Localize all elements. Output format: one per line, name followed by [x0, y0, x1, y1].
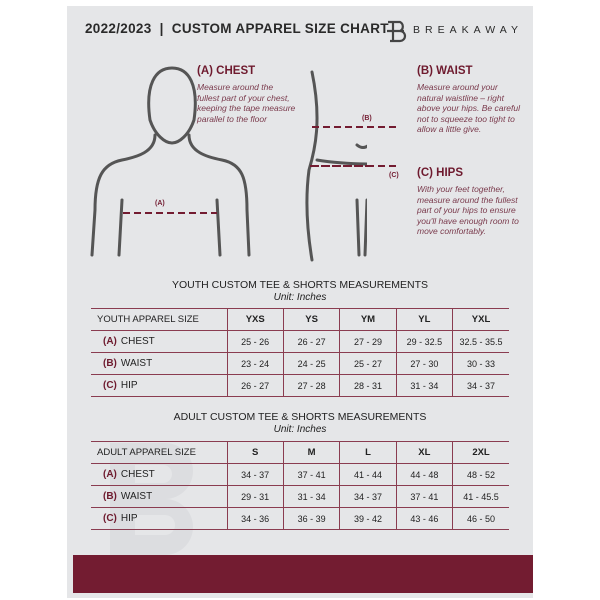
cell: 34 - 37	[227, 463, 284, 486]
table-row: (C) HIP 26 - 27 27 - 28 28 - 31 31 - 34 34 - 3…	[91, 374, 509, 397]
waist-heading: (B) WAIST	[417, 65, 473, 77]
header-cell: ADULT APPAREL SIZE	[91, 441, 228, 464]
body-figure-illustration	[90, 66, 367, 262]
chest-heading: (A) CHEST	[197, 65, 256, 77]
youth-size-table: YOUTH APPAREL SIZE YXS YS YM YL YXL (A) C…	[91, 308, 509, 397]
brand-name: BREAKAWAY	[413, 24, 523, 36]
row-label: (C) HIP	[91, 374, 228, 397]
adult-section-title: ADULT CUSTOM TEE & SHORTS MEASUREMENTS	[173, 411, 427, 423]
cell: 26 - 27	[283, 330, 341, 353]
row-name: WAIST	[120, 491, 153, 502]
header-cell: S	[227, 441, 284, 464]
row-label: (A) CHEST	[91, 330, 228, 353]
adult-unit: Unit: Inches	[273, 424, 327, 435]
row-name: CHEST	[120, 469, 155, 480]
header-cell: YXL	[471, 314, 491, 325]
header-cell: YM	[339, 308, 397, 331]
row-name: HIP	[120, 380, 138, 391]
row-letter: (C)	[103, 513, 117, 524]
cell: 24 - 25	[283, 352, 341, 375]
table-row: (B) WAIST 23 - 24 24 - 25 25 - 27 27 - 30 30 -…	[91, 352, 509, 375]
hips-description: With your feet together, measure around …	[417, 184, 519, 236]
cell: 37 - 41	[396, 485, 454, 508]
header-cell: L	[339, 441, 397, 464]
cell: 25 - 27	[339, 352, 397, 375]
row-label: (A) CHEST	[91, 463, 228, 486]
row-label: (B) WAIST	[91, 352, 228, 375]
cell: 31 - 34	[396, 374, 454, 397]
table-header-row: YOUTH APPAREL SIZE YXS YS YM YL YXL	[91, 308, 509, 331]
table-row: (A) CHEST 34 - 37 37 - 41 41 - 44 44 - 48 48 -…	[91, 463, 509, 486]
row-letter: (B)	[103, 358, 117, 369]
table-row: (B) WAIST 29 - 31 31 - 34 34 - 37 37 - 41 41 -…	[91, 485, 509, 508]
table-row: (A) CHEST 25 - 26 26 - 27 27 - 29 29 - 32.5 32…	[91, 330, 509, 353]
cell: 29 - 31	[227, 485, 284, 508]
header-cell: 2XL	[472, 447, 490, 458]
cell: 48 - 52	[467, 469, 496, 480]
chest-marker: (A)	[155, 200, 165, 207]
adult-size-table: ADULT APPAREL SIZE S M L XL 2XL (A) CHEST…	[91, 441, 509, 530]
cell: 34 - 37	[339, 485, 397, 508]
row-letter: (A)	[103, 336, 117, 347]
cell: 36 - 39	[283, 507, 341, 530]
header-cell: XL	[396, 441, 454, 464]
cell: 41 - 45.5	[463, 491, 499, 502]
cell: 46 - 50	[467, 513, 496, 524]
header-cell: M	[283, 441, 341, 464]
cell: 25 - 26	[227, 330, 284, 353]
cell: 23 - 24	[227, 352, 284, 375]
footer-band	[73, 555, 533, 593]
cell: 26 - 27	[227, 374, 284, 397]
chest-description: Measure around the fullest part of your …	[197, 82, 296, 124]
row-name: WAIST	[120, 358, 153, 369]
hips-heading: (C) HIPS	[417, 167, 463, 179]
waist-description: Measure around your natural waistline – …	[417, 82, 521, 134]
row-letter: (C)	[103, 380, 117, 391]
youth-section-title: YOUTH CUSTOM TEE & SHORTS MEASUREMENTS	[171, 279, 429, 291]
row-name: HIP	[120, 513, 138, 524]
row-label: (B) WAIST	[91, 485, 228, 508]
header-cell: YOUTH APPAREL SIZE	[91, 308, 228, 331]
row-name: CHEST	[120, 336, 155, 347]
row-letter: (A)	[103, 469, 117, 480]
cell: 34 - 37	[467, 380, 496, 391]
page-title: 2022/2023 | CUSTOM APPAREL SIZE CHART	[85, 21, 389, 36]
cell: 27 - 29	[339, 330, 397, 353]
cell: 28 - 31	[339, 374, 397, 397]
cell: 27 - 28	[283, 374, 341, 397]
table-row: (C) HIP 34 - 36 36 - 39 39 - 42 43 - 46 46 - 5…	[91, 507, 509, 530]
table-header-row: ADULT APPAREL SIZE S M L XL 2XL	[91, 441, 509, 464]
youth-unit: Unit: Inches	[273, 292, 327, 303]
header-cell: YL	[396, 308, 454, 331]
row-label: (C) HIP	[91, 507, 228, 530]
cell: 27 - 30	[396, 352, 454, 375]
hips-marker: (C)	[389, 172, 399, 179]
header-cell: YS	[283, 308, 341, 331]
cell: 31 - 34	[283, 485, 341, 508]
cell: 44 - 48	[396, 463, 454, 486]
cell: 30 - 33	[467, 358, 496, 369]
cell: 39 - 42	[339, 507, 397, 530]
cell: 37 - 41	[283, 463, 341, 486]
waist-marker: (B)	[362, 115, 372, 122]
cell: 32.5 - 35.5	[459, 336, 503, 347]
header-cell: YXS	[227, 308, 284, 331]
row-letter: (B)	[103, 491, 117, 502]
cell: 29 - 32.5	[396, 330, 454, 353]
cell: 34 - 36	[227, 507, 284, 530]
cell: 41 - 44	[339, 463, 397, 486]
cell: 43 - 46	[396, 507, 454, 530]
waist-hip-guide-lines	[312, 126, 400, 167]
breakaway-logo-icon	[387, 20, 407, 43]
